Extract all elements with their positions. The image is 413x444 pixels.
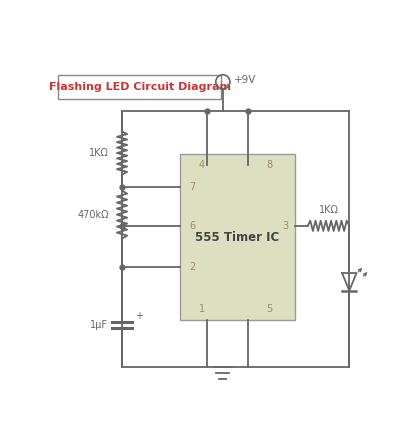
Text: 4: 4	[199, 160, 205, 170]
Text: +9V: +9V	[234, 75, 256, 85]
Text: 555 Timer IC: 555 Timer IC	[195, 230, 279, 243]
Text: 1KΩ: 1KΩ	[318, 205, 338, 215]
FancyBboxPatch shape	[58, 75, 221, 99]
Text: 470kΩ: 470kΩ	[78, 210, 109, 220]
Text: 2: 2	[189, 262, 196, 273]
Text: +: +	[135, 311, 143, 321]
Text: 1: 1	[199, 304, 205, 314]
Text: 7: 7	[189, 182, 196, 192]
FancyBboxPatch shape	[180, 154, 295, 320]
Text: 6: 6	[190, 221, 195, 231]
Text: 5: 5	[266, 304, 273, 314]
Text: 1μF: 1μF	[90, 320, 108, 330]
Text: Flashing LED Circuit Diagram: Flashing LED Circuit Diagram	[49, 82, 230, 92]
Text: 8: 8	[266, 160, 272, 170]
Text: 1KΩ: 1KΩ	[89, 148, 109, 158]
Text: 3: 3	[282, 221, 288, 231]
